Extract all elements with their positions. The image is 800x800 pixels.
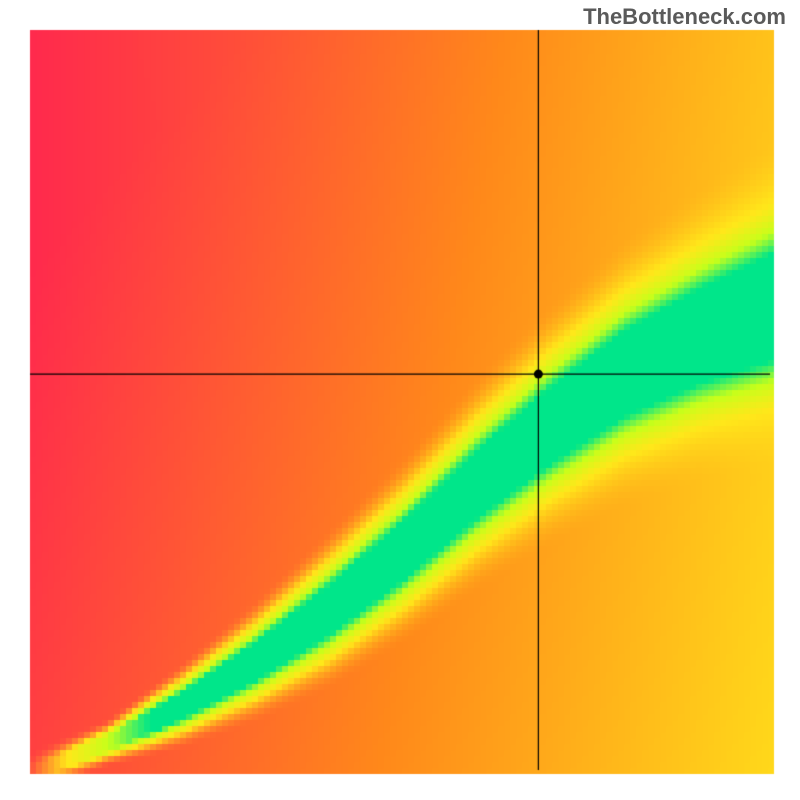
heatmap-canvas (0, 0, 800, 800)
chart-container: TheBottleneck.com (0, 0, 800, 800)
